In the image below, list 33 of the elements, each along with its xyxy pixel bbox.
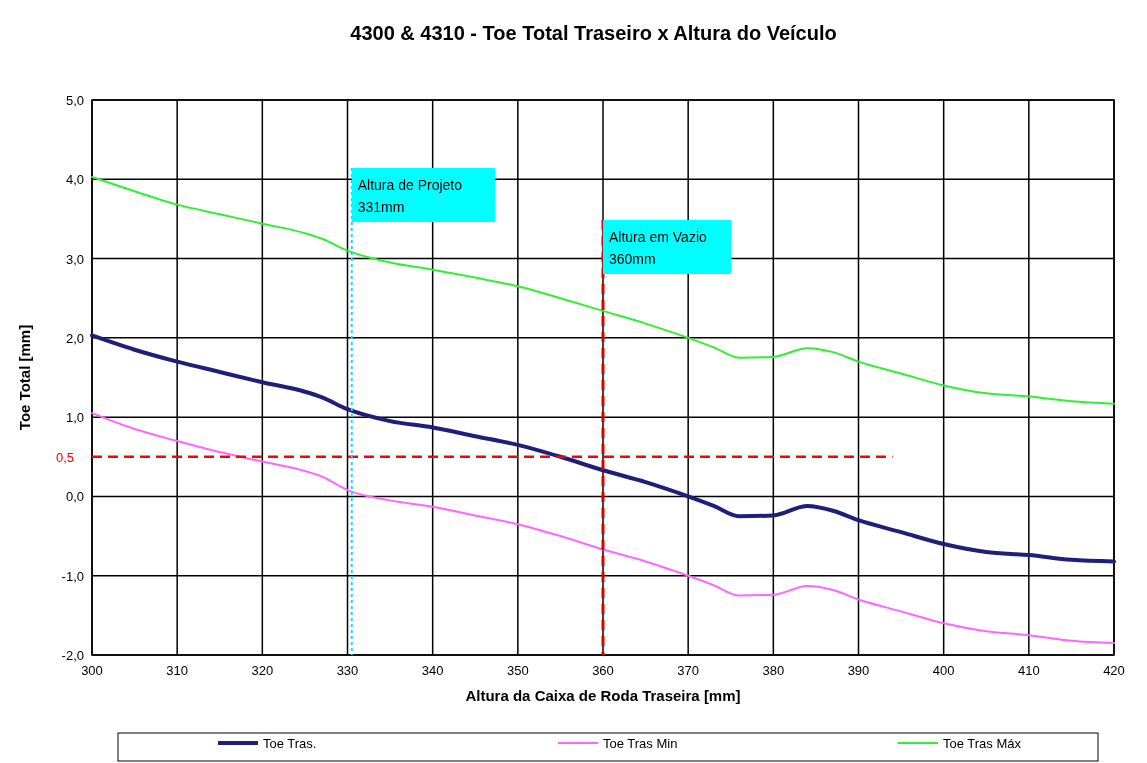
chart-title: 4300 & 4310 - Toe Total Traseiro x Altura do Veículo (350, 22, 837, 44)
x-tick-label: 330 (336, 663, 359, 678)
legend-label: Toe Tras Máx (943, 736, 1022, 751)
y-axis-title: Toe Total [mm] (16, 324, 33, 431)
x-tick-label: 380 (762, 663, 785, 678)
y-tick-label: -1,0 (61, 568, 84, 584)
y-tick-label: 3,0 (65, 251, 84, 267)
x-tick-label: 390 (847, 663, 870, 678)
y-tick-label: 2,0 (65, 330, 84, 346)
y-tick-label: 1,0 (65, 410, 84, 426)
ref-line-label: Altura em Vazio 360mm (609, 229, 707, 267)
x-tick-label: 410 (1017, 663, 1040, 678)
line-series (91, 175, 1115, 405)
legend-label: Toe Tras. (263, 736, 317, 751)
x-tick-label: 360 (592, 663, 614, 678)
x-tick-label: 400 (932, 663, 955, 678)
x-tick-label: 340 (421, 663, 444, 678)
y-tick-label: 0,0 (65, 489, 84, 505)
x-tick-label: 310 (166, 663, 189, 678)
line-series (91, 412, 1115, 645)
x-tick-label: 370 (677, 663, 700, 678)
y-tick-label: 4,0 (65, 172, 84, 188)
line-series (90, 333, 1116, 564)
y-tick-label: 5,0 (65, 93, 84, 108)
x-tick-label: 300 (81, 663, 103, 678)
ref-line-label: Altura de Projeto 331mm (357, 177, 463, 215)
x-tick-label: 320 (251, 663, 274, 678)
y-tick-label: -2,0 (61, 648, 84, 663)
x-tick-label: 420 (1103, 663, 1125, 678)
ref-line-label: 0,5 (56, 449, 75, 465)
x-tick-label: 350 (506, 663, 529, 678)
x-axis-title: Altura da Caixa de Roda Traseira [mm] (465, 687, 741, 704)
legend-label: Toe Tras Min (603, 736, 678, 751)
